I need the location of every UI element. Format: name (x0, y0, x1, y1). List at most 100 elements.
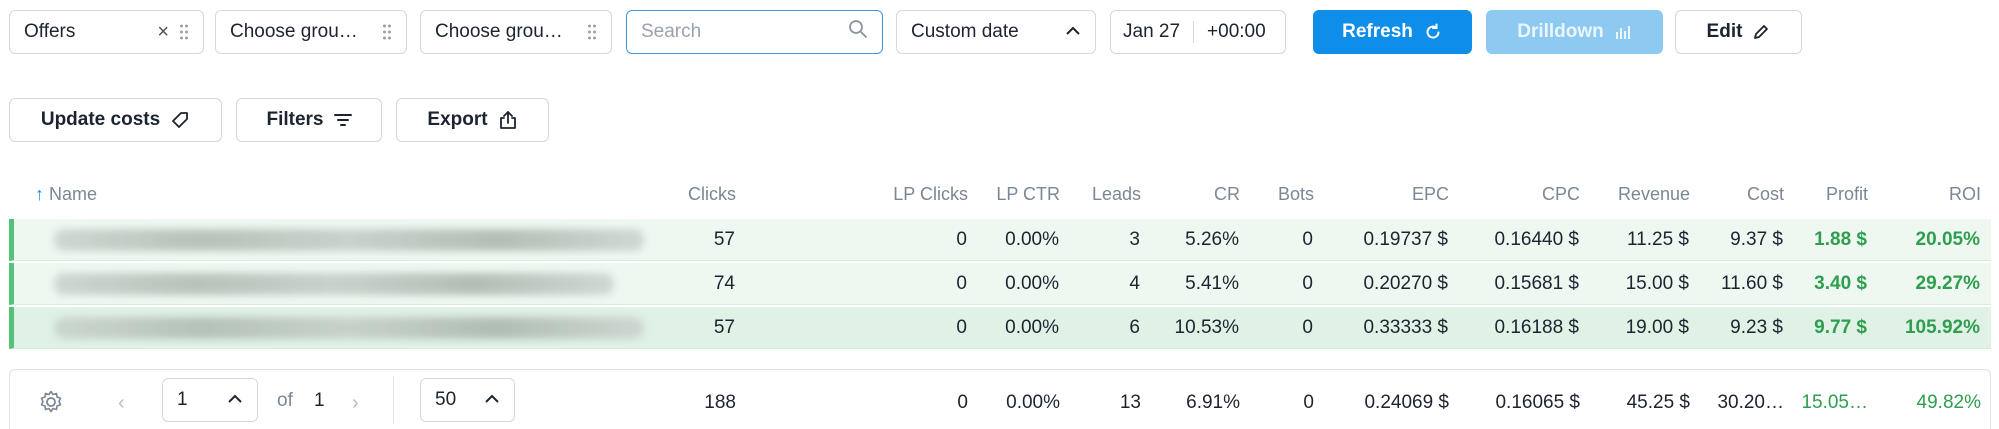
export-button[interactable]: Export (396, 98, 549, 142)
redacted-name (54, 317, 644, 339)
cell-revenue: 19.00 $ (1625, 317, 1689, 338)
export-label: Export (427, 109, 488, 130)
column-header-revenue[interactable]: Revenue (1617, 184, 1690, 204)
column-header-cr[interactable]: CR (1214, 184, 1240, 204)
cell-leads: 6 (1129, 317, 1140, 338)
total-leads: 13 (1119, 392, 1141, 413)
per-page-value: 50 (435, 389, 457, 410)
group-select-3[interactable]: Choose grou… (420, 10, 612, 54)
search-placeholder: Search (641, 21, 702, 42)
column-header-lp-clicks[interactable]: LP Clicks (893, 184, 968, 204)
column-header-lp-ctr[interactable]: LP CTR (996, 184, 1060, 204)
per-page-select[interactable]: 50 (420, 378, 515, 422)
edit-label: Edit (1706, 21, 1743, 42)
group-select-1-label: Offers (24, 21, 76, 42)
drag-handle-icon[interactable] (382, 23, 392, 41)
cell-roi: 29.27% (1915, 273, 1980, 294)
column-header-roi[interactable]: ROI (1948, 184, 1981, 204)
chevron-up-icon (1065, 21, 1081, 43)
of-label: of (277, 390, 293, 411)
share-icon (498, 110, 518, 130)
date-mode-label: Custom date (911, 21, 1019, 42)
cell-cpc: 0.16440 $ (1494, 229, 1579, 250)
filters-button[interactable]: Filters (236, 98, 382, 142)
column-header-bots[interactable]: Bots (1277, 184, 1314, 204)
cell-profit: 3.40 $ (1814, 273, 1867, 294)
cell-leads: 3 (1129, 229, 1140, 250)
cell-cr: 5.41% (1185, 273, 1239, 294)
total-cpc: 0.16065 $ (1495, 392, 1580, 413)
column-header-name-label: Name (49, 184, 98, 204)
cell-lp-ctr: 0.00% (1005, 229, 1059, 250)
date-mode-select[interactable]: Custom date (896, 10, 1096, 54)
page-number-input[interactable]: 1 (162, 378, 258, 422)
table-row[interactable]: 57 0 0.00% 3 5.26% 0 0.19737 $ 0.16440 $… (9, 219, 1991, 261)
cell-lp-clicks: 0 (956, 317, 967, 338)
cell-bots: 0 (1302, 229, 1313, 250)
cell-epc: 0.19737 $ (1363, 229, 1448, 250)
cell-cpc: 0.15681 $ (1494, 273, 1579, 294)
divider (393, 376, 394, 424)
search-input[interactable]: Search (626, 10, 883, 54)
update-costs-label: Update costs (40, 109, 161, 130)
column-header-cost[interactable]: Cost (1746, 184, 1784, 204)
refresh-button[interactable]: Refresh (1313, 10, 1472, 54)
filter-icon (333, 112, 352, 128)
cell-lp-ctr: 0.00% (1005, 273, 1059, 294)
drilldown-label: Drilldown (1517, 21, 1604, 42)
column-header-clicks[interactable]: Clicks (688, 184, 736, 204)
refresh-icon (1423, 22, 1443, 42)
update-costs-button[interactable]: Update costs (9, 98, 222, 142)
cell-epc: 0.33333 $ (1363, 317, 1448, 338)
cell-profit: 9.77 $ (1814, 317, 1867, 338)
total-epc: 0.24069 $ (1364, 392, 1449, 413)
edit-button[interactable]: Edit (1675, 10, 1802, 54)
date-range-picker[interactable]: Jan 27 +00:00 (1110, 10, 1286, 54)
cell-cpc: 0.16188 $ (1494, 317, 1579, 338)
chevron-right-icon[interactable]: › (352, 392, 359, 414)
cell-cr: 5.26% (1185, 229, 1239, 250)
cell-cost: 11.60 $ (1721, 273, 1783, 294)
cell-clicks: 74 (713, 273, 735, 294)
cell-roi: 20.05% (1915, 229, 1980, 250)
table-footer (9, 369, 1991, 429)
drag-handle-icon[interactable] (179, 23, 189, 41)
group-select-2[interactable]: Choose grou… (215, 10, 407, 54)
column-header-epc[interactable]: EPC (1411, 184, 1449, 204)
cell-roi: 105.92% (1904, 317, 1980, 338)
date-value: Jan 27 (1123, 21, 1181, 42)
column-header-profit[interactable]: Profit (1825, 184, 1868, 204)
table-row[interactable]: 74 0 0.00% 4 5.41% 0 0.20270 $ 0.15681 $… (9, 263, 1991, 305)
total-pages: 1 (314, 390, 325, 411)
page-number-value: 1 (177, 389, 188, 410)
cell-leads: 4 (1129, 273, 1140, 294)
column-header-leads[interactable]: Leads (1091, 184, 1141, 204)
chevron-left-icon[interactable]: ‹ (118, 392, 125, 414)
total-profit: 15.05… (1801, 392, 1868, 413)
cell-lp-clicks: 0 (956, 229, 967, 250)
column-header-name[interactable]: ↑ Name (35, 184, 97, 205)
total-lp-ctr: 0.00% (1006, 392, 1060, 413)
drilldown-button[interactable]: Drilldown (1486, 10, 1663, 54)
gear-icon[interactable] (38, 389, 64, 420)
total-roi: 49.82% (1916, 392, 1981, 413)
cell-revenue: 11.25 $ (1627, 229, 1689, 250)
search-icon (848, 19, 868, 45)
cell-cost: 9.37 $ (1730, 229, 1783, 250)
filters-label: Filters (266, 109, 324, 130)
cell-cost: 9.23 $ (1730, 317, 1783, 338)
total-cr: 6.91% (1186, 392, 1240, 413)
cell-cr: 10.53% (1174, 317, 1239, 338)
divider (1193, 21, 1195, 43)
group-select-2-label: Choose grou… (230, 21, 358, 42)
total-bots: 0 (1303, 392, 1314, 413)
cell-revenue: 15.00 $ (1625, 273, 1689, 294)
close-icon[interactable]: × (157, 21, 169, 43)
drag-handle-icon[interactable] (587, 23, 597, 41)
tag-icon (170, 110, 190, 130)
table-row[interactable]: 57 0 0.00% 6 10.53% 0 0.33333 $ 0.16188 … (9, 307, 1991, 349)
column-header-cpc[interactable]: CPC (1541, 184, 1580, 204)
group-select-1[interactable]: Offers × (9, 10, 204, 54)
timezone-value: +00:00 (1207, 21, 1266, 42)
chevron-up-icon[interactable] (227, 389, 243, 411)
